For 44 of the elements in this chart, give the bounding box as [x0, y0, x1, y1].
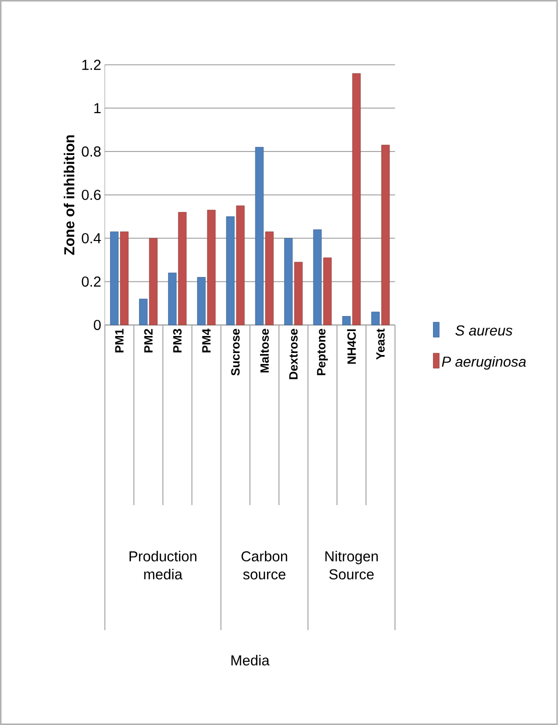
bar: [178, 212, 187, 326]
bar: [284, 238, 293, 326]
bar: [313, 229, 322, 326]
bar: [255, 146, 264, 326]
text: Media: [232, 654, 270, 666]
legend-label: S aureus: [456, 325, 512, 336]
bar: [149, 238, 158, 326]
text: Production media: [130, 550, 196, 580]
y-tick-label: 1.2: [82, 60, 101, 70]
bar: [139, 298, 148, 326]
y-tick-label: 0.6: [82, 190, 101, 200]
y-tick-label: 0: [94, 320, 101, 330]
y-tick-label: 0.2: [82, 276, 101, 287]
x-tick-label: Peptone: [317, 328, 328, 376]
x-tick-label: PM4: [202, 328, 211, 352]
bar: [371, 312, 380, 326]
bar: [226, 216, 235, 326]
y-tick-label: 0.4: [82, 233, 101, 244]
bar: [294, 262, 303, 326]
text: Carbon source: [242, 550, 288, 580]
x-tick-label: Yeast: [376, 328, 385, 360]
bar: [265, 232, 274, 326]
x-tick-label: Maltose: [260, 328, 269, 372]
x-tick-label: PM1: [115, 328, 124, 352]
bar: [323, 258, 332, 326]
bar: [352, 73, 361, 326]
x-tick-label: NH4Cl: [347, 329, 356, 364]
bar: [110, 232, 119, 326]
bar: [207, 210, 216, 326]
x-tick-label: Sucrose: [231, 328, 240, 376]
bar: [197, 277, 206, 326]
x-tick-label: PM3: [173, 328, 182, 352]
bar: [168, 272, 177, 326]
legend-label: P aeruginosa: [442, 356, 526, 370]
y-tick-label: 0.8: [82, 146, 101, 157]
bar: [381, 144, 390, 326]
y-tick-label: 1: [94, 103, 101, 114]
x-tick-label: Dextrose: [289, 328, 298, 380]
y-axis-title: Zone of inhibition: [64, 135, 74, 255]
text: Nitrogen Source: [325, 550, 378, 580]
x-tick-label: PM2: [144, 328, 153, 352]
bar: [236, 206, 245, 326]
bar: [120, 232, 129, 326]
bar: [342, 316, 351, 326]
